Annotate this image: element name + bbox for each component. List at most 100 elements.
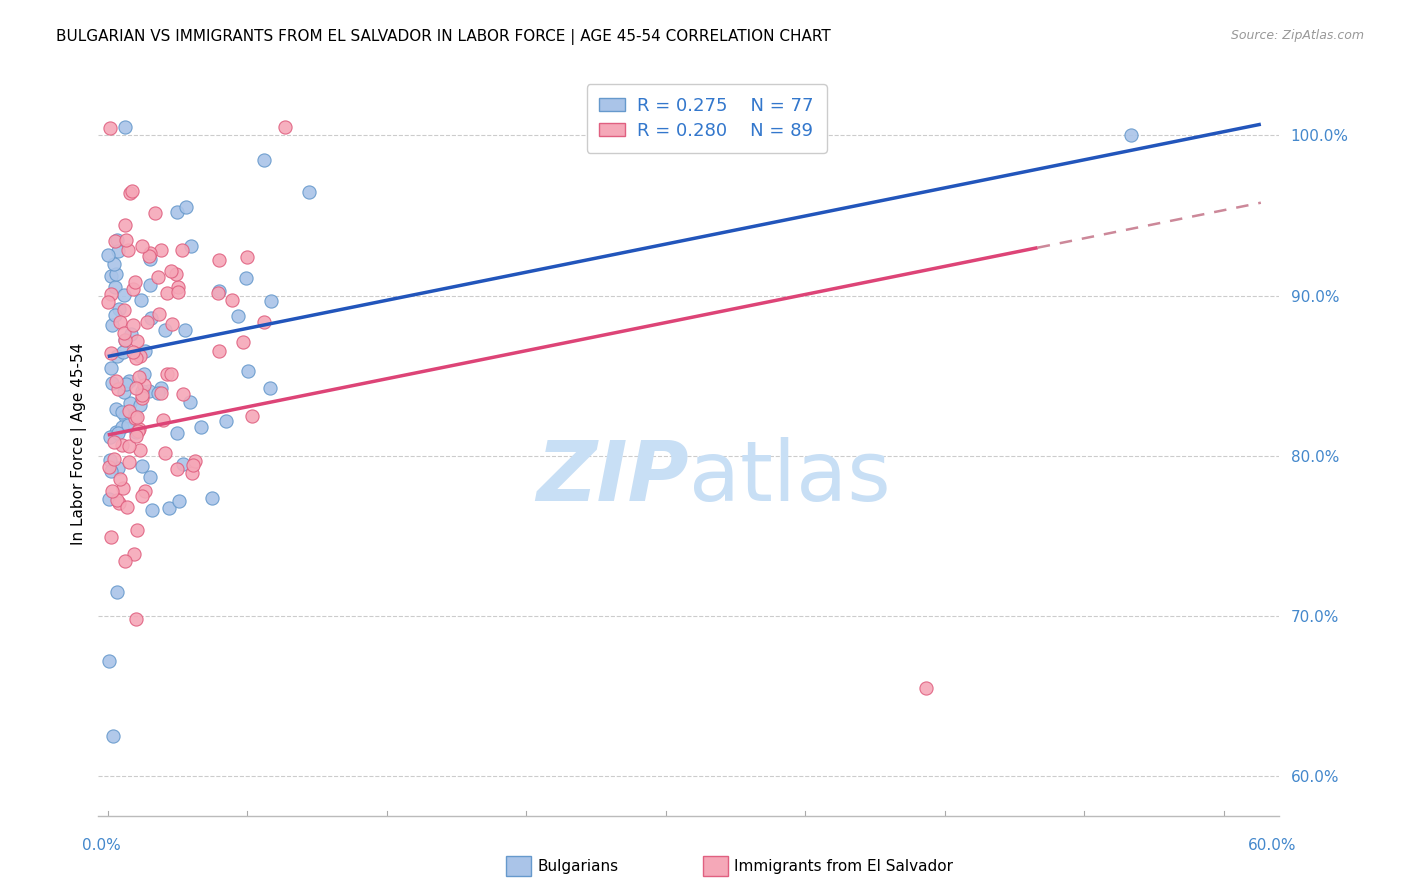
Text: Bulgarians: Bulgarians <box>537 859 619 873</box>
Point <box>114 409 136 424</box>
Point <box>131 391 153 405</box>
Point <box>98 430 121 444</box>
Point <box>167 493 190 508</box>
Point <box>124 409 146 423</box>
Point <box>127 523 149 537</box>
Point <box>129 293 152 308</box>
Point <box>139 252 162 266</box>
Point <box>125 334 148 348</box>
Point <box>108 472 131 486</box>
Point <box>253 153 276 168</box>
Point <box>180 239 202 253</box>
Point <box>103 452 125 467</box>
Point <box>125 351 148 365</box>
Y-axis label: In Labor Force | Age 45-54: In Labor Force | Age 45-54 <box>72 343 87 545</box>
Point <box>112 384 135 399</box>
Point <box>162 318 184 332</box>
Point <box>112 302 135 317</box>
Point <box>208 252 231 267</box>
Point <box>115 233 138 247</box>
Point <box>785 128 807 143</box>
Point <box>131 490 153 504</box>
Point <box>107 244 129 258</box>
Point <box>111 405 134 419</box>
Point <box>173 323 195 337</box>
Point <box>159 264 181 278</box>
Point <box>259 382 281 396</box>
Point <box>107 461 129 475</box>
Point <box>118 396 141 410</box>
Point <box>215 414 238 428</box>
Point <box>101 484 124 499</box>
Point <box>122 282 145 296</box>
Point <box>159 368 181 382</box>
Point <box>125 429 148 443</box>
Point <box>101 376 124 390</box>
Point <box>118 439 141 453</box>
Point <box>128 422 150 436</box>
Point <box>97 491 120 506</box>
Point <box>150 385 173 400</box>
Point <box>100 361 122 376</box>
Point <box>156 367 179 381</box>
Point <box>104 425 127 439</box>
Point <box>139 278 162 293</box>
Point <box>118 186 141 200</box>
Text: BULGARIAN VS IMMIGRANTS FROM EL SALVADOR IN LABOR FORCE | AGE 45-54 CORRELATION : BULGARIAN VS IMMIGRANTS FROM EL SALVADOR… <box>56 29 831 45</box>
Point <box>105 585 128 599</box>
Point <box>128 398 150 412</box>
Point <box>103 235 125 249</box>
Point <box>104 280 127 294</box>
Point <box>259 294 281 309</box>
Point <box>112 345 135 359</box>
Point <box>100 268 122 283</box>
Point <box>103 435 125 450</box>
Point <box>132 367 155 381</box>
Point <box>166 285 188 299</box>
Point <box>153 323 176 337</box>
Point <box>131 387 153 401</box>
Point <box>122 412 145 426</box>
Point <box>118 374 141 388</box>
Point <box>111 481 134 495</box>
Point <box>117 418 139 433</box>
Point <box>179 395 201 409</box>
Point <box>98 120 121 135</box>
Point <box>108 315 131 329</box>
Point <box>131 459 153 474</box>
Point <box>125 425 148 439</box>
Point <box>125 409 148 424</box>
Point <box>132 378 155 392</box>
Point <box>165 267 187 281</box>
Point <box>143 205 166 219</box>
Point <box>100 287 122 301</box>
Point <box>104 308 127 322</box>
Point <box>172 457 194 471</box>
Point <box>107 425 129 440</box>
Point <box>121 318 143 332</box>
Legend: R = 0.275    N = 77, R = 0.280    N = 89: R = 0.275 N = 77, R = 0.280 N = 89 <box>586 84 827 153</box>
Text: 0.0%: 0.0% <box>82 838 121 853</box>
Point <box>97 248 120 262</box>
Text: Source: ZipAtlas.com: Source: ZipAtlas.com <box>1230 29 1364 42</box>
Point <box>236 250 259 264</box>
Point <box>148 386 170 401</box>
Point <box>138 249 160 263</box>
Point <box>235 270 257 285</box>
Text: ZIP: ZIP <box>536 437 689 517</box>
Point <box>118 455 141 469</box>
Point <box>128 370 150 384</box>
Point <box>166 462 188 476</box>
Point <box>97 460 120 475</box>
Point <box>108 496 131 510</box>
Point <box>127 424 149 438</box>
Point <box>139 469 162 483</box>
Point <box>105 375 128 389</box>
Point <box>176 200 198 214</box>
Point <box>104 401 127 416</box>
Point <box>105 268 128 282</box>
Point <box>156 285 179 300</box>
Point <box>152 413 174 427</box>
Point <box>207 286 229 301</box>
Point <box>252 315 274 329</box>
